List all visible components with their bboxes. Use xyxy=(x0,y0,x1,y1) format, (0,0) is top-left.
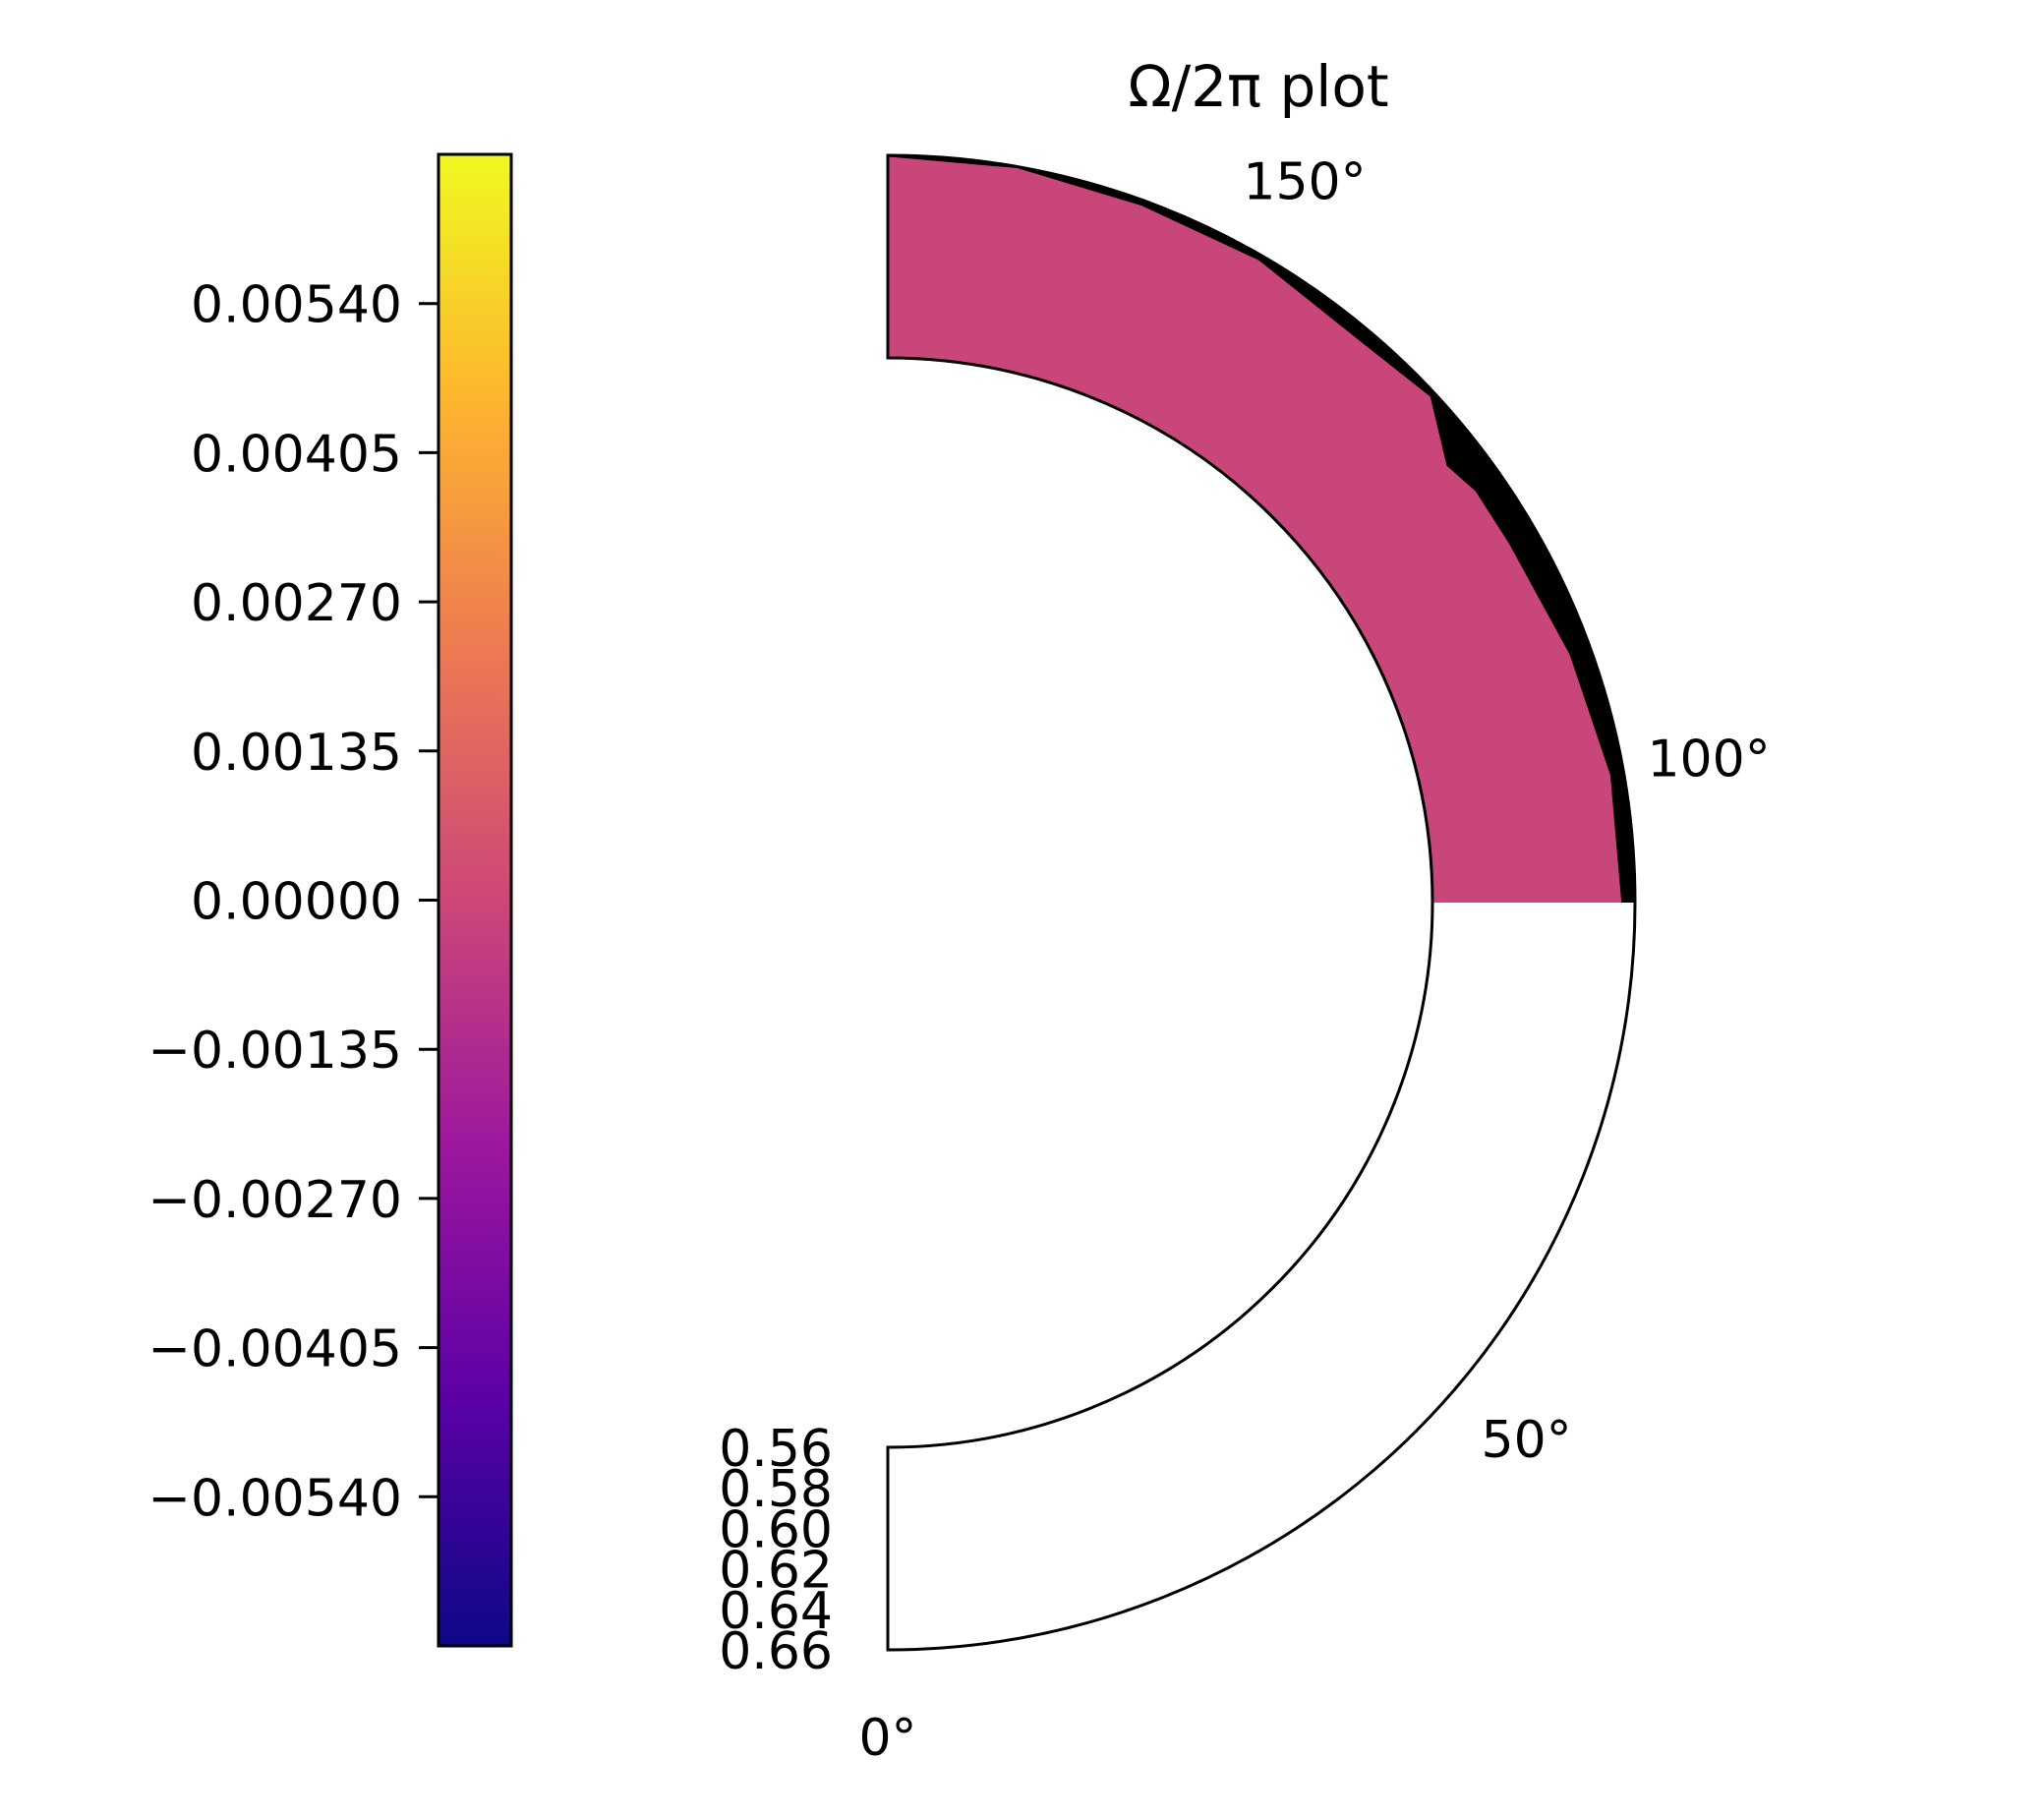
annulus-outline xyxy=(886,153,1637,1652)
colorbar-tick-label: −0.00405 xyxy=(147,1320,402,1379)
colorbar-gradient xyxy=(437,152,513,1648)
colorbar-tick-label: 0.00270 xyxy=(191,574,402,633)
colorbar-tick-label: −0.00540 xyxy=(147,1469,402,1528)
colorbar-tick-label: 0.00405 xyxy=(191,425,402,484)
colorbar-tick-label: −0.00135 xyxy=(147,1022,402,1081)
r-tick-label: 0.62 xyxy=(719,1542,833,1601)
theta-tick-label: 0° xyxy=(858,1709,916,1768)
r-tick-label: 0.64 xyxy=(719,1582,833,1641)
colorbar-tick-label: 0.00000 xyxy=(191,873,402,932)
r-tick-labels: 0.560.580.600.620.640.66 xyxy=(719,1420,833,1681)
chart-title: Ω/2π plot xyxy=(1128,53,1388,120)
r-tick-label: 0.60 xyxy=(719,1500,833,1559)
colorbar-tick-label: −0.00270 xyxy=(147,1171,402,1230)
theta-tick-label: 100° xyxy=(1647,731,1770,790)
colorbar-tick-label: 0.00540 xyxy=(191,276,402,335)
theta-tick-labels: 0° 50° 100° 150° xyxy=(858,153,1770,1768)
theta-tick-label: 50° xyxy=(1482,1411,1572,1470)
polar-plot: 0° 50° 100° 150° 0.560.580.600.620.640.66 xyxy=(719,153,1771,1768)
colorbar-ticks: 0.00540 0.00405 0.00270 0.00135 0.00000 −0.00… xyxy=(147,276,438,1528)
field-layer xyxy=(888,155,1635,903)
r-tick-label: 0.66 xyxy=(719,1622,833,1681)
r-tick-label: 0.56 xyxy=(719,1420,833,1479)
colorbar: 0.00540 0.00405 0.00270 0.00135 0.00000 −0.00… xyxy=(147,152,513,1648)
r-tick-label: 0.58 xyxy=(719,1460,833,1519)
theta-tick-label: 150° xyxy=(1243,153,1366,212)
field-sector-value xyxy=(888,155,1635,903)
colorbar-tick-label: 0.00135 xyxy=(191,724,402,783)
